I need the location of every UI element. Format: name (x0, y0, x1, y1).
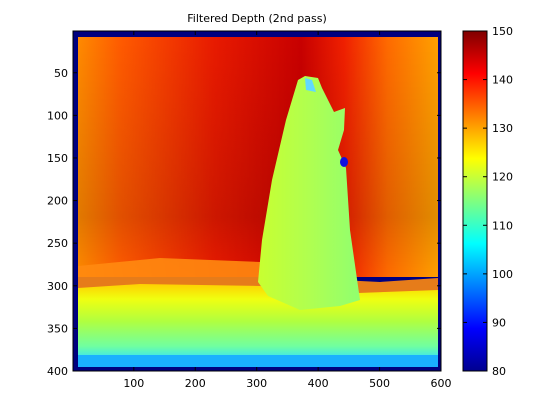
colorbar-tick-label: 110 (492, 219, 513, 232)
y-tick-label: 300 (47, 280, 68, 293)
y-tick-label: 200 (47, 195, 68, 208)
x-tick-label: 500 (369, 377, 390, 390)
y-tick-label: 50 (54, 67, 68, 80)
hole-mark (340, 157, 348, 167)
floor-near-edge (78, 355, 438, 367)
floor-region (78, 284, 438, 367)
x-tick-label: 400 (308, 377, 329, 390)
depth-image (73, 31, 441, 371)
colorbar-tick-label: 140 (492, 74, 513, 87)
x-tick-label: 200 (185, 377, 206, 390)
colorbar-tick-label: 150 (492, 25, 513, 38)
colorbar-tick-label: 120 (492, 171, 513, 184)
colorbar-tick-label: 100 (492, 268, 513, 281)
colorbar-tick-label: 90 (492, 316, 506, 329)
y-tick-label: 100 (47, 109, 68, 122)
x-tick-label: 100 (123, 377, 144, 390)
chart-title: Filtered Depth (2nd pass) (187, 12, 326, 25)
y-tick-label: 150 (47, 152, 68, 165)
colorbar-gradient (463, 31, 487, 371)
y-tick-label: 250 (47, 237, 68, 250)
y-tick-label: 400 (47, 365, 68, 378)
colorbar: 80 90 100 110 120 130 140 150 (463, 25, 513, 378)
x-tick-label: 300 (246, 377, 267, 390)
colorbar-tick-label: 80 (492, 365, 506, 378)
y-tick-label: 350 (47, 322, 68, 335)
x-tick-label: 600 (431, 377, 452, 390)
colorbar-tick-label: 130 (492, 122, 513, 135)
